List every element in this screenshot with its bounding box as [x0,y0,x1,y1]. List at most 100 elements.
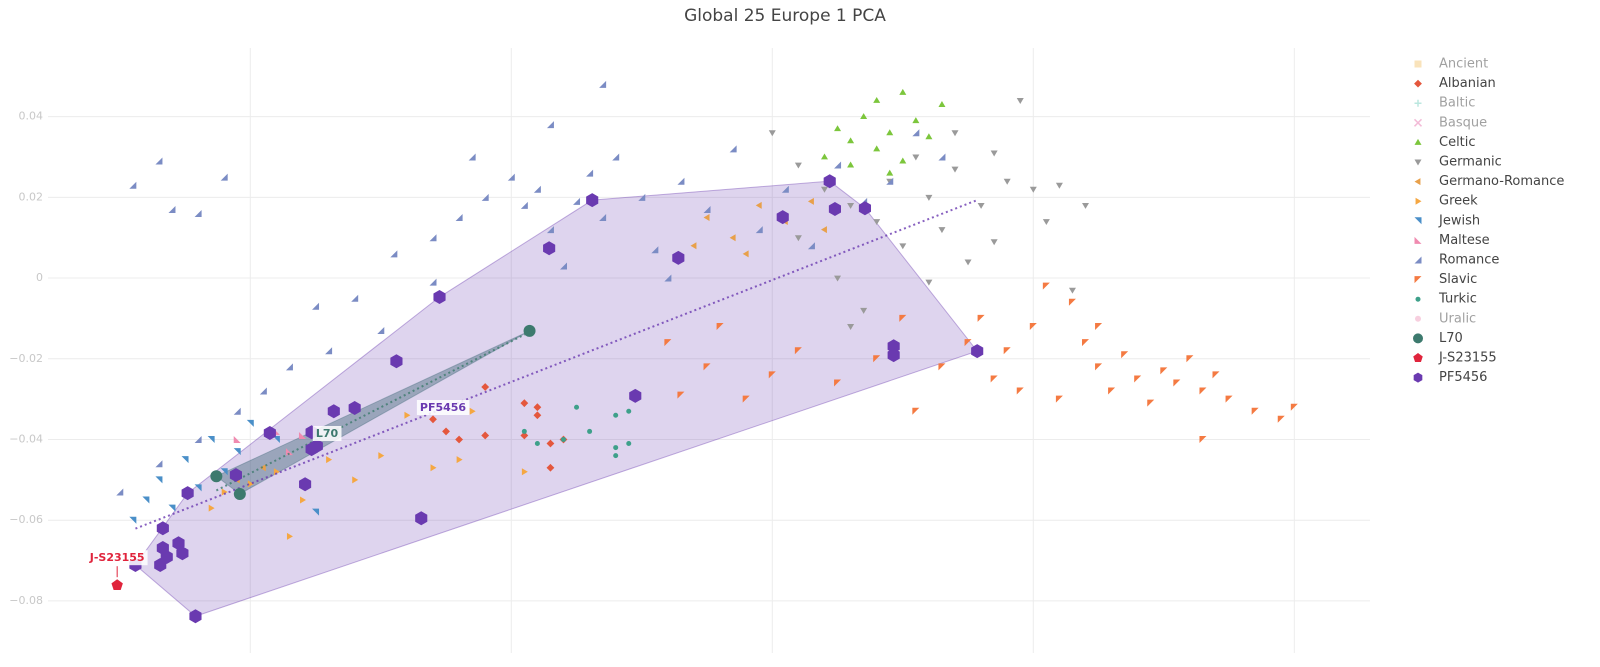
legend-label: Basque [1439,115,1487,130]
legend-item[interactable]: Maltese [1414,233,1490,248]
legend-item[interactable]: Uralic [1415,311,1476,326]
scatter-point [521,468,528,476]
legend-item[interactable]: Ancient [1414,57,1489,72]
scatter-point [834,161,842,169]
scatter-point [1095,363,1103,371]
scatter-point [285,363,293,371]
scatter-point [690,242,697,250]
scatter-point [189,609,202,624]
scatter-point [899,314,907,322]
legend-item[interactable]: Albanian [1414,76,1496,91]
scatter-point [327,404,340,419]
scatter-point [325,347,333,355]
legend-item[interactable]: Greek [1415,194,1479,209]
annotation-box [85,550,148,566]
scatter-point [481,383,490,391]
scatter-point [912,129,920,137]
scatter-point [834,125,842,132]
scatter-point [233,487,246,500]
scatter-point [925,133,933,140]
scatter-point [176,546,189,561]
legend-item[interactable]: Basque [1413,115,1488,130]
legend-item[interactable]: PF5456 [1413,370,1488,385]
scatter-point [300,496,306,504]
scatter-point [613,453,619,459]
scatter-point [599,214,607,222]
legend-item[interactable]: Baltic [1414,96,1476,111]
scatter-point [233,448,241,456]
scatter-point [990,239,998,246]
scatter-point [742,395,750,403]
legend-item[interactable]: Slavic [1414,272,1478,287]
legend-item[interactable]: Turkic [1415,292,1477,307]
scatter-point [1199,387,1207,395]
scatter-point [742,250,749,258]
legend-item[interactable]: Romance [1414,253,1500,268]
scatter-point [971,344,984,359]
scatter-point [629,388,642,403]
legend-marker [1415,315,1421,322]
scatter-point [823,174,836,189]
scatter-point [1147,399,1155,407]
scatter-point [520,431,529,440]
scatter-point [613,445,619,451]
scatter-point [263,426,276,441]
scatter-point [129,181,137,189]
scatter-point [210,470,223,483]
scatter-point [390,354,403,369]
scatter-point [912,117,920,124]
scatter-point [507,173,515,181]
scatter-point [768,130,776,137]
scatter-point [312,508,320,516]
scatter-point [573,197,581,205]
scatter-point [155,460,163,468]
scatter-point [703,363,711,371]
legend-label: Romance [1439,253,1499,268]
y-tick-label: 0.04 [19,110,44,123]
scatter-point [899,88,907,95]
trend-line [215,331,531,492]
scatter-point [194,484,202,492]
scatter-point [828,202,841,217]
scatter-point [938,101,946,107]
scatter-point [429,234,437,242]
legend-item[interactable]: Germano-Romance [1414,174,1565,189]
scatter-point [546,439,555,448]
legend-item[interactable]: Jewish [1414,213,1481,228]
legend-label: Baltic [1439,96,1475,111]
legend-label: L70 [1439,331,1463,346]
scatter-point [429,278,437,286]
scatter-point [168,205,176,213]
scatter-point [116,488,124,496]
scatter-point [873,219,881,226]
scatter-point [1016,387,1024,395]
scatter-point [229,468,242,483]
scatter-point [1108,387,1116,395]
scatter-point [886,169,894,176]
scatter-point [729,234,736,242]
scatter-point [546,121,554,129]
scatter-point [586,169,594,177]
legend-marker [1415,197,1422,205]
scatter-point [886,177,894,185]
legend-item[interactable]: Celtic [1414,135,1476,150]
scatter-point [442,427,450,436]
scatter-point [520,399,529,408]
scatter-point [352,476,359,484]
scatter-point [886,129,894,136]
scatter-point [574,404,580,410]
legend-item[interactable]: Germanic [1414,155,1502,170]
scatter-point [455,214,463,222]
legend-item[interactable]: L70 [1413,331,1463,346]
scatter-point [776,210,789,225]
scatter-point [172,536,185,551]
scatter-point [664,274,672,282]
trend-line [135,199,978,530]
scatter-point [821,153,828,160]
y-tick-label: −0.04 [9,432,43,445]
scatter-point [938,363,946,371]
scatter-point [1134,375,1142,383]
legend-marker [1415,296,1421,302]
legend-item[interactable]: J-S23155 [1413,351,1497,366]
